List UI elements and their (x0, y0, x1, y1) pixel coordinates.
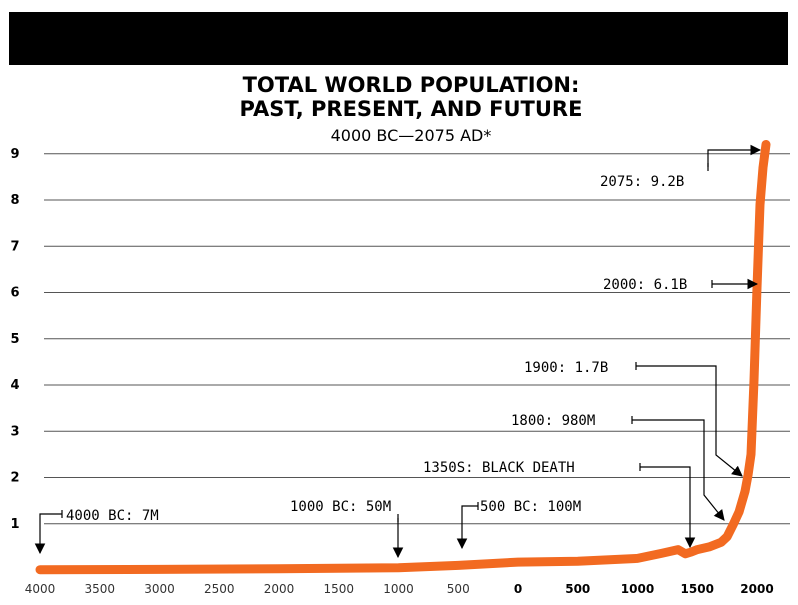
x-tick-label: 3000 (144, 582, 175, 596)
x-tick-label: 2000 (740, 582, 773, 596)
annotation-label: 1900: 1.7B (524, 360, 608, 376)
annotation-label: 2000: 6.1B (603, 277, 687, 293)
chart-title-line-1: TOTAL WORLD POPULATION: (243, 73, 580, 97)
annotation-label: 1000 BC: 50M (290, 499, 391, 515)
annotation-pointer (707, 144, 762, 167)
annotation-label: 1800: 980M (511, 413, 595, 429)
x-tick-label: 500 (447, 582, 470, 596)
x-axis-ticks: 4000 3500 3000 2500 2000 1500 1000 500 0 500 1000 1… (25, 582, 774, 596)
x-tick-label: 1500 (681, 582, 714, 596)
y-tick-label: 7 (10, 239, 19, 254)
y-tick-label: 2 (10, 471, 19, 486)
x-tick-label: 4000 (25, 582, 56, 596)
y-tick-label: 6 (10, 286, 19, 301)
annotation-pointer (636, 365, 743, 477)
y-tick-label: 3 (10, 424, 19, 439)
x-tick-label: 3500 (84, 582, 115, 596)
annotation: 1800: 980M (511, 413, 725, 521)
x-tick-label: 1000 (621, 582, 654, 596)
annotation-label: 1350S: BLACK DEATH (423, 460, 575, 476)
annotation: 2000: 6.1B (603, 277, 759, 293)
population-line (35, 140, 771, 575)
annotations: 2075: 9.2B 2000: 6.1B 1900: 1.7B 1800: 980M… (34, 144, 762, 559)
annotation: 1900: 1.7B (524, 360, 743, 477)
y-tick-label: 9 (10, 147, 19, 162)
grid-lines (44, 153, 790, 525)
annotation-pointer (456, 505, 478, 550)
series-layer (35, 140, 771, 575)
header-bar (9, 12, 788, 65)
annotation-pointer (632, 419, 725, 521)
y-tick-label: 1 (10, 517, 19, 532)
annotation-label: 4000 BC: 7M (66, 508, 159, 524)
x-tick-label: 1000 (383, 582, 414, 596)
chart-title-line-2: PAST, PRESENT, AND FUTURE (240, 97, 583, 121)
x-tick-label: 500 (565, 582, 590, 596)
y-tick-label: 8 (10, 193, 19, 208)
annotation: 1000 BC: 50M (290, 499, 404, 559)
annotation-label: 2075: 9.2B (600, 174, 684, 190)
x-tick-label: 0 (514, 582, 522, 596)
annotation: 1350S: BLACK DEATH (423, 460, 696, 549)
x-tick-label: 1500 (323, 582, 354, 596)
annotation-pointer (640, 466, 696, 549)
annotation: 2075: 9.2B (600, 144, 762, 190)
annotation: 4000 BC: 7M (34, 508, 159, 555)
chart-subtitle: 4000 BC—2075 AD* (331, 126, 492, 145)
annotation: 500 BC: 100M (456, 499, 581, 550)
x-tick-label: 2000 (264, 582, 295, 596)
annotation-pointer (34, 513, 62, 555)
y-axis-ticks: 1 2 3 4 5 6 7 8 9 (10, 147, 19, 532)
y-tick-label: 5 (10, 332, 19, 347)
annotation-label: 500 BC: 100M (480, 499, 581, 515)
y-tick-label: 4 (10, 378, 19, 393)
x-tick-label: 2500 (204, 582, 235, 596)
